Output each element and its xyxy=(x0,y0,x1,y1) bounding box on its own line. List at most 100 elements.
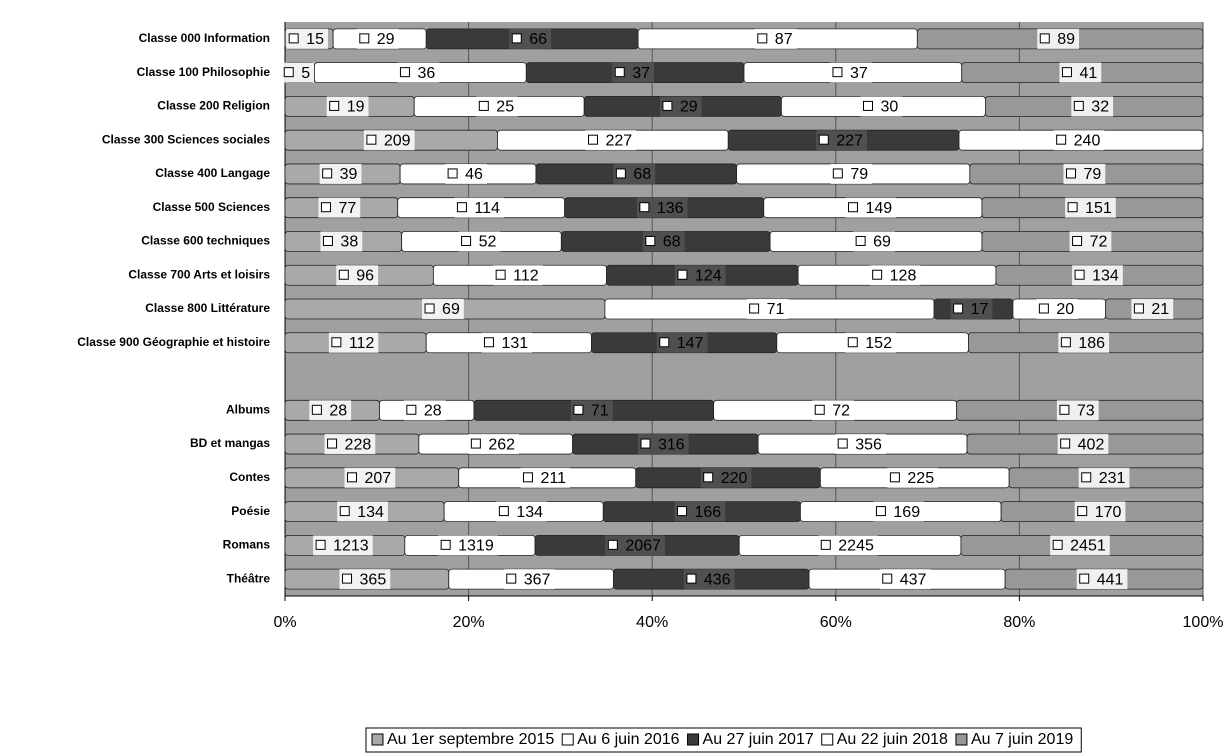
data-label-bg xyxy=(1078,467,1130,488)
data-label: 131 xyxy=(501,335,528,352)
data-label: 68 xyxy=(633,166,651,183)
data-label: 89 xyxy=(1057,31,1075,48)
legend-swatch xyxy=(955,733,968,746)
y-tick-label: Classe 400 Langage xyxy=(155,166,270,180)
y-tick-label: Poésie xyxy=(231,504,270,518)
data-label: 437 xyxy=(900,571,927,588)
data-label-key xyxy=(1060,337,1071,348)
data-label: 2245 xyxy=(838,538,874,555)
data-label-key xyxy=(662,100,673,111)
data-label-key xyxy=(1060,438,1071,449)
data-label: 441 xyxy=(1097,571,1124,588)
data-label-key xyxy=(331,337,342,348)
data-label: 28 xyxy=(424,403,442,420)
data-label-key xyxy=(640,438,651,449)
data-label-key xyxy=(818,134,829,145)
data-label: 71 xyxy=(591,403,609,420)
data-label-bg xyxy=(887,467,939,488)
data-label-key xyxy=(1052,539,1063,550)
data-label-key xyxy=(461,235,472,246)
legend-box xyxy=(365,727,1082,753)
data-label-bg xyxy=(339,569,391,590)
data-label-key xyxy=(1077,506,1088,517)
data-label-bg xyxy=(337,501,388,522)
data-label: 114 xyxy=(474,200,500,217)
y-tick-label: Classe 300 Sciences sociales xyxy=(102,132,270,146)
data-label-bg xyxy=(503,569,555,590)
data-label: 2067 xyxy=(625,538,661,555)
x-tick-label: 0% xyxy=(273,614,296,631)
legend-label: Au 6 juin 2016 xyxy=(577,731,679,748)
data-label-bg xyxy=(1058,332,1110,353)
y-tick-label: Classe 500 Sciences xyxy=(153,200,271,214)
data-label: 21 xyxy=(1151,301,1169,318)
data-label: 29 xyxy=(377,31,395,48)
data-label: 227 xyxy=(836,132,863,149)
data-label-bg xyxy=(879,569,931,590)
legend-swatch xyxy=(687,733,700,746)
data-label: 225 xyxy=(907,470,934,487)
data-label: 134 xyxy=(1092,267,1119,284)
data-label-key xyxy=(1059,404,1070,415)
data-label-key xyxy=(607,539,618,550)
data-label-bg xyxy=(481,332,533,353)
data-label: 15 xyxy=(306,31,324,48)
data-label-bg xyxy=(313,535,373,556)
data-label-bg xyxy=(344,467,396,488)
y-tick-label: Albums xyxy=(226,402,270,416)
data-label: 134 xyxy=(357,504,384,521)
data-label-key xyxy=(511,33,522,44)
data-label-key xyxy=(1133,303,1144,314)
data-label: 136 xyxy=(657,200,684,217)
data-label-key xyxy=(1056,134,1067,145)
data-label-key xyxy=(478,100,489,111)
data-label: 72 xyxy=(832,403,850,420)
data-label: 1319 xyxy=(458,538,494,555)
data-label: 262 xyxy=(488,436,515,453)
data-label-key xyxy=(399,67,410,78)
data-label-key xyxy=(1039,33,1050,44)
data-label-key xyxy=(953,303,964,314)
x-tick-label: 100% xyxy=(1183,614,1224,631)
data-label-key xyxy=(322,168,333,179)
data-label: 37 xyxy=(632,65,650,82)
data-label: 152 xyxy=(865,335,892,352)
data-label-key xyxy=(677,269,688,280)
data-label: 128 xyxy=(890,267,917,284)
data-label: 20 xyxy=(1056,301,1074,318)
data-label-bg xyxy=(1053,130,1105,151)
data-label-bg xyxy=(1072,265,1123,286)
data-label-bg xyxy=(605,535,665,556)
data-label: 37 xyxy=(850,65,868,82)
legend: Au 1er septembre 2015 Au 6 juin 2016 Au 27… xyxy=(365,727,1082,753)
legend-swatch xyxy=(371,733,384,746)
data-label-key xyxy=(1081,472,1092,483)
data-label: 1213 xyxy=(333,538,369,555)
data-label-bg xyxy=(324,434,376,455)
x-tick-label: 80% xyxy=(1003,614,1035,631)
data-label-key xyxy=(311,404,322,415)
data-label-key xyxy=(573,404,584,415)
data-label: 38 xyxy=(340,234,358,251)
data-label-bg xyxy=(835,434,886,455)
data-label-key xyxy=(498,506,509,517)
data-label-key xyxy=(757,33,768,44)
data-label-bg xyxy=(1057,434,1109,455)
data-label-key xyxy=(832,168,843,179)
data-label: 87 xyxy=(775,31,793,48)
data-label: 170 xyxy=(1095,504,1122,521)
data-label-key xyxy=(1038,303,1049,314)
data-label-key xyxy=(1079,573,1090,584)
data-label-key xyxy=(1066,168,1077,179)
data-label: 240 xyxy=(1074,132,1101,149)
data-label: 211 xyxy=(540,470,566,487)
data-label: 96 xyxy=(356,267,374,284)
legend-label: Au 1er septembre 2015 xyxy=(387,731,554,748)
data-label: 367 xyxy=(524,571,551,588)
data-label-key xyxy=(495,269,506,280)
data-label-key xyxy=(447,168,458,179)
data-label-key xyxy=(320,202,331,213)
data-label: 52 xyxy=(479,234,497,251)
